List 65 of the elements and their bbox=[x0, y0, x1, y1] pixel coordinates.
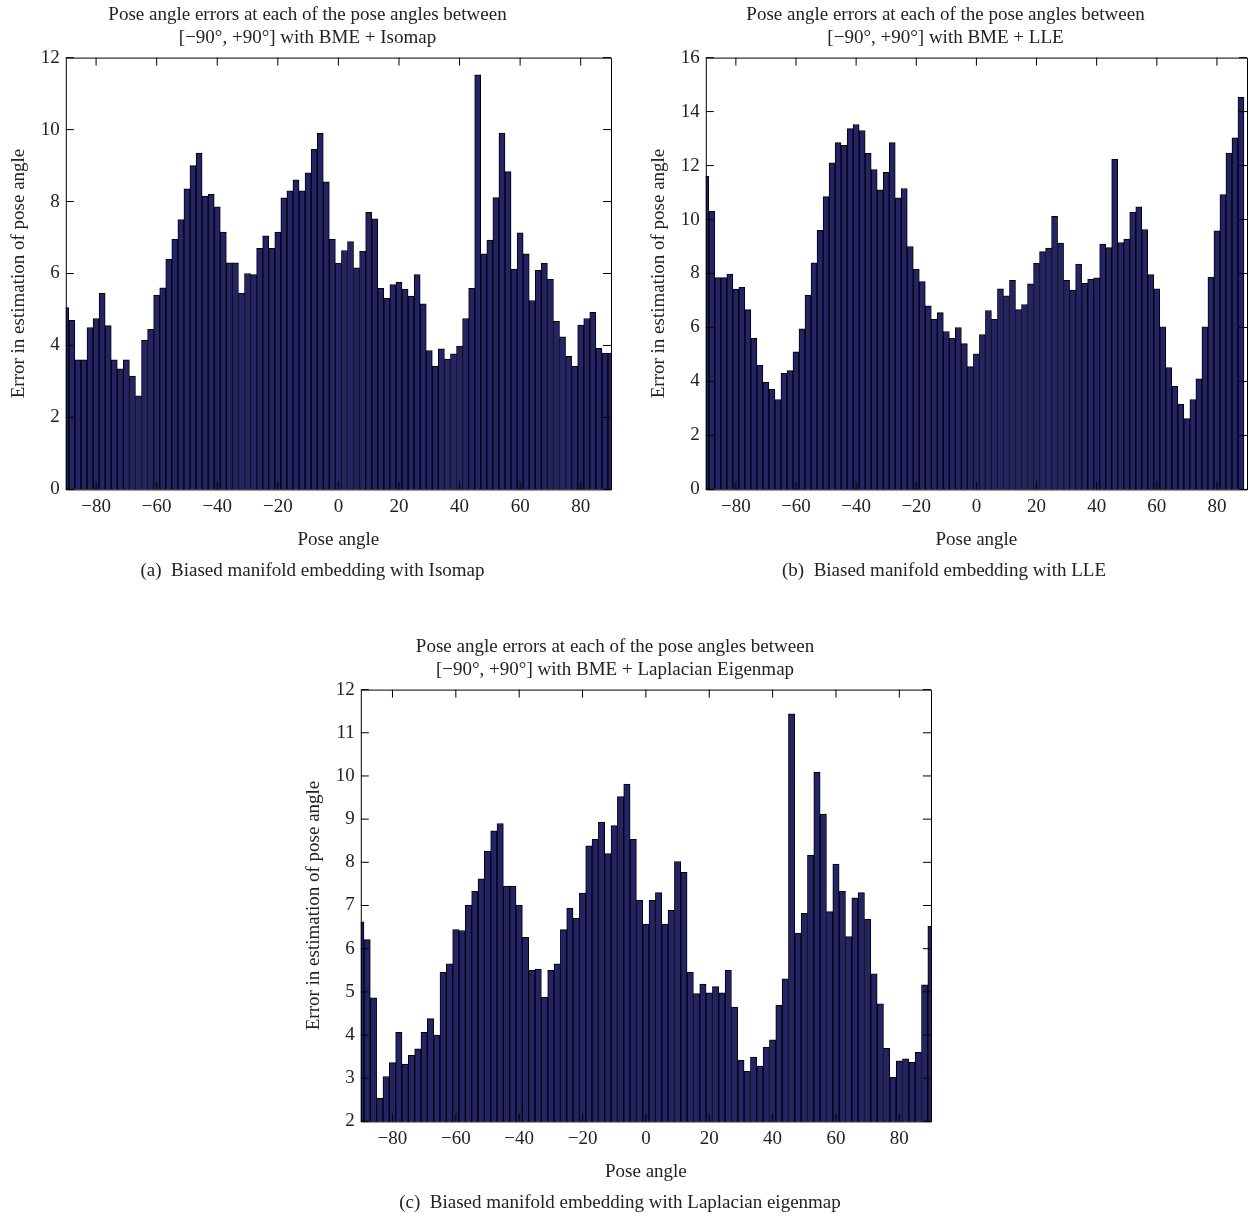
x-tick-label: 40 bbox=[450, 494, 470, 516]
y-tick-label: 12 bbox=[335, 677, 355, 699]
x-tick-label: 20 bbox=[389, 494, 409, 516]
y-tick-label: 2 bbox=[50, 405, 60, 427]
y-tick-label: 4 bbox=[345, 1023, 356, 1045]
x-tick-label: −60 bbox=[141, 494, 172, 516]
y-tick-label: 14 bbox=[680, 99, 701, 121]
x-tick-label: 20 bbox=[699, 1126, 719, 1148]
x-tick-label: −20 bbox=[901, 494, 932, 516]
y-tick-label: 4 bbox=[50, 333, 61, 355]
y-tick-label: 12 bbox=[680, 153, 700, 175]
x-tick-label: 60 bbox=[1147, 494, 1167, 516]
y-axis-title: Error in estimation of pose angle bbox=[647, 148, 669, 399]
x-tick-label: 80 bbox=[1207, 494, 1227, 516]
y-tick-label: 10 bbox=[680, 207, 700, 229]
y-tick-label: 2 bbox=[345, 1109, 355, 1131]
y-axis-title: Error in estimation of pose angle bbox=[302, 780, 324, 1031]
text: (b) Biased manifold embedding with LLE bbox=[781, 559, 1107, 581]
x-tick-label: −40 bbox=[841, 494, 871, 516]
y-tick-label: 10 bbox=[335, 763, 355, 785]
y-tick-label: 0 bbox=[50, 477, 60, 499]
x-tick-label: −80 bbox=[721, 494, 751, 516]
x-tick-label: 20 bbox=[1027, 494, 1047, 516]
text: (a) Biased manifold embedding with Isomap bbox=[139, 559, 486, 581]
y-tick-label: 10 bbox=[40, 117, 60, 139]
x-tick-label: 40 bbox=[1087, 494, 1107, 516]
y-tick-label: 6 bbox=[690, 315, 700, 337]
x-tick-label: 80 bbox=[889, 1126, 909, 1148]
x-tick-label: −40 bbox=[504, 1126, 535, 1148]
y-tick-label: 0 bbox=[690, 477, 700, 499]
y-tick-label: 7 bbox=[345, 893, 355, 915]
x-tick-label: 60 bbox=[826, 1126, 846, 1148]
y-tick-label: 8 bbox=[50, 189, 60, 211]
y-tick-label: 6 bbox=[345, 936, 355, 958]
x-tick-label: −60 bbox=[781, 494, 811, 516]
y-tick-label: 12 bbox=[40, 45, 60, 67]
x-tick-label: −20 bbox=[567, 1126, 598, 1148]
x-axis-title: Pose angle bbox=[297, 527, 380, 549]
x-tick-label: −40 bbox=[202, 494, 233, 516]
x-tick-label: 60 bbox=[510, 494, 530, 516]
chart-title: Pose angle errors at each of the pose angles between [−90°, +90°] with BME + Isomap bbox=[108, 3, 508, 48]
y-tick-label: 2 bbox=[690, 423, 700, 445]
y-tick-label: 8 bbox=[345, 850, 355, 872]
y-tick-label: 3 bbox=[345, 1066, 355, 1088]
x-tick-label: 0 bbox=[641, 1126, 651, 1148]
y-axis-title: Error in estimation of pose angle bbox=[7, 148, 29, 399]
y-tick-label: 16 bbox=[680, 45, 700, 67]
text: (c) Biased manifold embedding with Laplacian eigenmap bbox=[398, 1191, 842, 1213]
chart-title: Pose angle errors at each of the pose angles between [−90°, +90°] with BME + LLE bbox=[746, 3, 1146, 48]
y-tick-label: 5 bbox=[345, 979, 355, 1001]
y-tick-label: 11 bbox=[336, 720, 355, 742]
x-tick-label: −20 bbox=[262, 494, 293, 516]
x-tick-label: −80 bbox=[81, 494, 111, 516]
y-tick-label: 9 bbox=[345, 807, 355, 829]
x-tick-label: −60 bbox=[440, 1126, 471, 1148]
y-tick-label: 6 bbox=[50, 261, 60, 283]
y-tick-label: 8 bbox=[690, 261, 700, 283]
x-tick-label: 80 bbox=[571, 494, 591, 516]
x-axis-title: Pose angle bbox=[935, 527, 1018, 549]
x-axis-title: Pose angle bbox=[605, 1159, 687, 1181]
x-tick-label: 40 bbox=[763, 1126, 783, 1148]
chart-title: Pose angle errors at each of the pose angles between [−90°, +90°] with BME + Laplacian Eigenmap bbox=[415, 635, 815, 680]
x-tick-label: 0 bbox=[971, 494, 982, 516]
x-tick-label: −80 bbox=[377, 1126, 408, 1148]
y-tick-label: 4 bbox=[690, 369, 701, 391]
